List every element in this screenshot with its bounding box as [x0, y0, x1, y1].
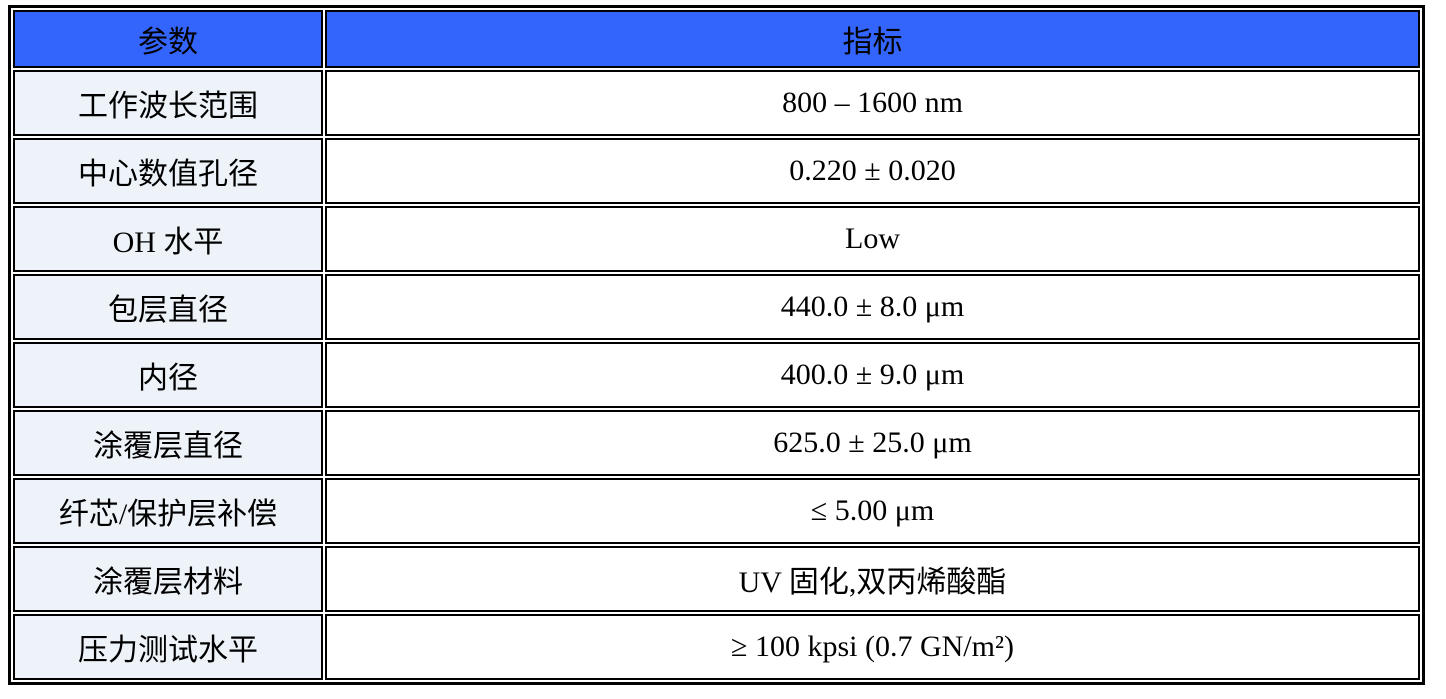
value-cell: UV 固化,双丙烯酸酯	[325, 546, 1420, 612]
table-row: 工作波长范围 800 – 1600 nm	[13, 70, 1420, 136]
param-cell: OH 水平	[13, 206, 323, 272]
param-cell: 压力测试水平	[13, 614, 323, 680]
table-row: OH 水平 Low	[13, 206, 1420, 272]
param-cell: 涂覆层材料	[13, 546, 323, 612]
spec-table: 参数 指标 工作波长范围 800 – 1600 nm 中心数值孔径 0.220 …	[8, 5, 1425, 685]
page: 参数 指标 工作波长范围 800 – 1600 nm 中心数值孔径 0.220 …	[8, 5, 1425, 685]
param-cell: 包层直径	[13, 274, 323, 340]
param-cell: 工作波长范围	[13, 70, 323, 136]
table-row: 包层直径 440.0 ± 8.0 μm	[13, 274, 1420, 340]
column-header-parameter: 参数	[13, 10, 323, 68]
header-row: 参数 指标	[13, 10, 1420, 68]
table-row: 内径 400.0 ± 9.0 μm	[13, 342, 1420, 408]
table-row: 纤芯/保护层补偿 ≤ 5.00 μm	[13, 478, 1420, 544]
value-cell: 440.0 ± 8.0 μm	[325, 274, 1420, 340]
table-row: 中心数值孔径 0.220 ± 0.020	[13, 138, 1420, 204]
table-row: 压力测试水平 ≥ 100 kpsi (0.7 GN/m²)	[13, 614, 1420, 680]
table-row: 涂覆层直径 625.0 ± 25.0 μm	[13, 410, 1420, 476]
param-cell: 涂覆层直径	[13, 410, 323, 476]
param-cell: 内径	[13, 342, 323, 408]
value-cell: ≥ 100 kpsi (0.7 GN/m²)	[325, 614, 1420, 680]
param-cell: 纤芯/保护层补偿	[13, 478, 323, 544]
value-cell: 625.0 ± 25.0 μm	[325, 410, 1420, 476]
value-cell: ≤ 5.00 μm	[325, 478, 1420, 544]
column-header-specification: 指标	[325, 10, 1420, 68]
value-cell: 400.0 ± 9.0 μm	[325, 342, 1420, 408]
value-cell: 800 – 1600 nm	[325, 70, 1420, 136]
value-cell: Low	[325, 206, 1420, 272]
table-row: 涂覆层材料 UV 固化,双丙烯酸酯	[13, 546, 1420, 612]
value-cell: 0.220 ± 0.020	[325, 138, 1420, 204]
param-cell: 中心数值孔径	[13, 138, 323, 204]
